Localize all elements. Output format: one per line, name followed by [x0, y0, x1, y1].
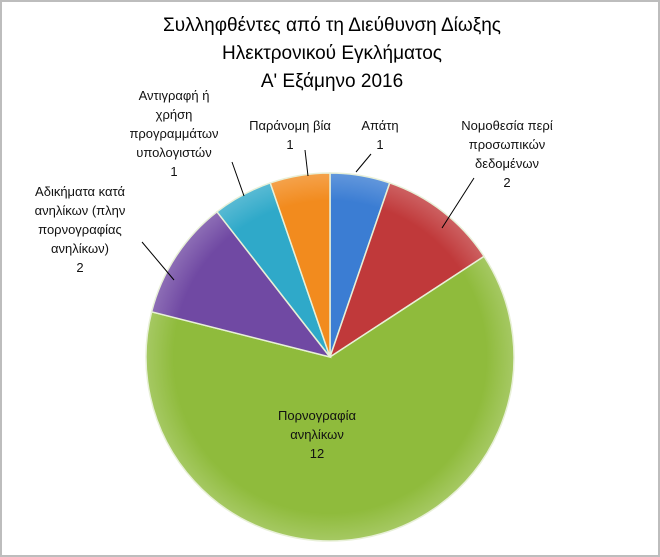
- title-line: Συλληφθέντες από τη Διεύθυνση Δίωξης: [163, 15, 501, 36]
- leader-line: [141, 241, 175, 281]
- title-line: Α' Εξάμηνο 2016: [261, 71, 403, 92]
- slice-label: Νομοθεσία περί: [461, 118, 553, 133]
- leader-line: [231, 161, 245, 197]
- slice-label: υπολογιστών: [136, 145, 211, 160]
- leader-line: [304, 149, 309, 177]
- leader-line: [355, 153, 372, 173]
- slice-value: 1: [376, 137, 383, 152]
- slice-value: 2: [76, 260, 83, 275]
- slice-label: Αντιγραφή ή: [139, 88, 210, 103]
- pie-slice: [269, 172, 331, 358]
- pie-slice: [150, 210, 332, 359]
- leader-line: [441, 177, 475, 229]
- slice-label: προγραμμάτων: [129, 126, 218, 141]
- slice-label: δεδομένων: [475, 156, 539, 171]
- slice-label: Παράνομη βία: [249, 118, 331, 133]
- slice-label: Αδικήματα κατά: [35, 184, 125, 199]
- data-labels: Απάτη 1 Νομοθεσία περί προσωπικών δεδομένων 2…: [35, 88, 553, 461]
- slice-label: ανηλίκων): [51, 241, 109, 256]
- chart-title: Συλληφθέντες από τη Διεύθυνση Δίωξης Ηλεκ…: [163, 15, 501, 92]
- slice-label: ανηλίκων: [290, 427, 344, 442]
- slice-label: προσωπικών: [469, 137, 545, 152]
- slice-label: πορνογραφίας: [38, 222, 122, 237]
- slice-label: χρήση: [156, 107, 193, 122]
- slice-value: 12: [310, 446, 324, 461]
- slice-label: ανηλίκων (πλην: [35, 203, 126, 218]
- pie-slices: [145, 172, 515, 542]
- slice-label: Απάτη: [361, 118, 398, 133]
- slice-value: 1: [286, 137, 293, 152]
- pie-slice: [328, 182, 486, 359]
- slice-label: Πορνογραφία: [278, 408, 356, 423]
- title-line: Ηλεκτρονικού Εγκλήματος: [222, 43, 442, 64]
- slice-value: 2: [503, 175, 510, 190]
- slice-value: 1: [170, 164, 177, 179]
- pie-slice: [145, 255, 515, 542]
